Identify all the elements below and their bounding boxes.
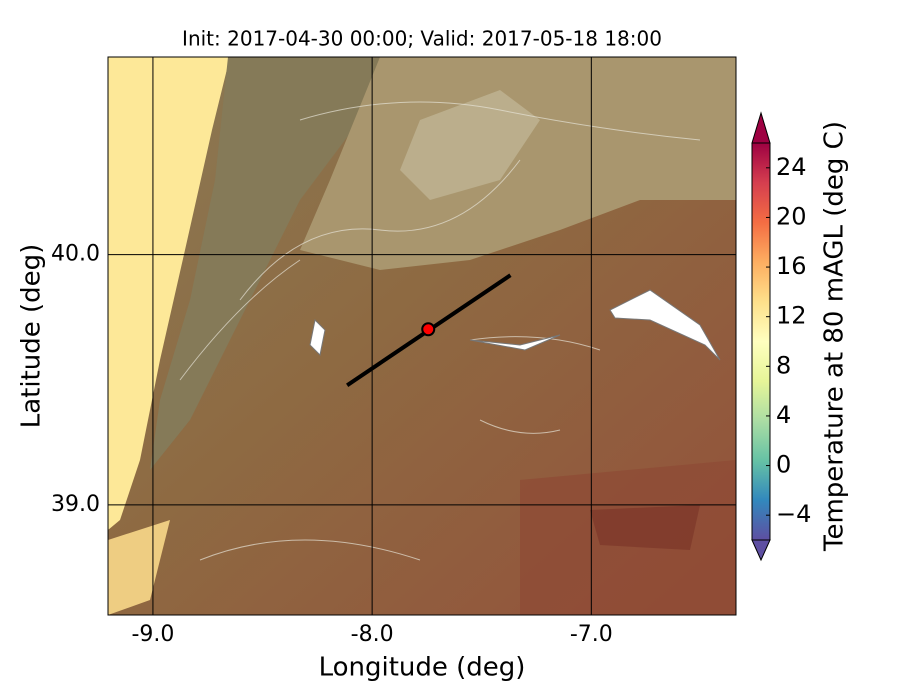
- colorbar-tick-label: 8: [776, 351, 791, 379]
- colorbar-tick-label: −4: [776, 500, 811, 528]
- colorbar-tick-label: 20: [776, 202, 807, 230]
- y-axis-label: Latitude (deg): [17, 244, 47, 429]
- y-tick-label: 39.0: [51, 492, 100, 517]
- map-title: Init: 2017-04-30 00:00; Valid: 2017-05-1…: [182, 27, 662, 51]
- colorbar-tick-label: 0: [776, 451, 791, 479]
- x-tick-label: -7.0: [570, 622, 613, 647]
- colorbar-tick-label: 12: [776, 302, 807, 330]
- map-axes: [108, 57, 736, 615]
- x-tick-label: -9.0: [131, 622, 174, 647]
- x-axis-label: Longitude (deg): [319, 653, 526, 683]
- y-tick-label: 40.0: [51, 242, 100, 267]
- x-tick-label: -8.0: [351, 622, 394, 647]
- map-frame: [107, 56, 737, 616]
- colorbar: [751, 142, 771, 541]
- colorbar-label: Temperature at 80 mAGL (deg C): [820, 121, 850, 552]
- location-point: [421, 322, 436, 337]
- colorbar-tick-label: 24: [776, 153, 807, 181]
- colorbar-tick-label: 4: [776, 401, 791, 429]
- colorbar-extend-min: [751, 539, 771, 562]
- colorbar-extend-max: [751, 111, 771, 144]
- map-background: [108, 57, 736, 615]
- colorbar-tick-label: 16: [776, 252, 807, 280]
